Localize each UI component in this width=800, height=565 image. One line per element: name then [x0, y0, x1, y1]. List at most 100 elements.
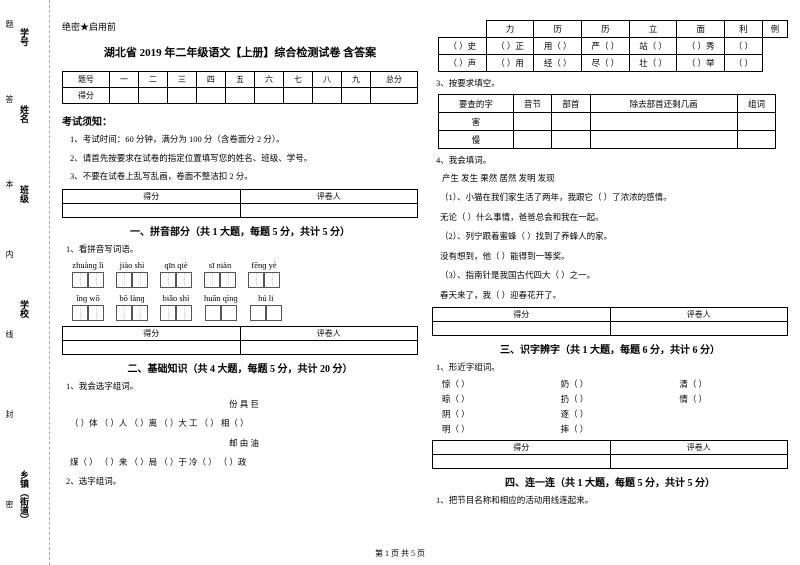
- char-grid[interactable]: [204, 272, 236, 288]
- score-value-row: 得分: [63, 88, 418, 104]
- pinyin-row-2: ǐnɡ wō bō lànɡ biǎo shì huān qìnɡ hú li: [72, 293, 418, 321]
- lookup-table: 要查的字 音节 部首 除去部首还剩几画 组词 害 慢: [438, 94, 776, 149]
- pair-cell[interactable]: 奶（ ）: [561, 378, 670, 390]
- pair-cell[interactable]: 逐（ ）: [561, 408, 670, 420]
- pinyin-block: ǐnɡ wō: [72, 293, 104, 321]
- margin-seal-mi: 密: [4, 500, 15, 508]
- pair-grid: 惊（ ） 奶（ ） 清（ ） 晾（ ） 扔（ ） 情（ ） 阴（ ） 逐（ ） 明（ ） 摔（ ）: [442, 378, 788, 435]
- score-label-defen: 得分: [63, 88, 110, 104]
- q3-1: 1、形近字组词。: [436, 361, 788, 373]
- char-grid[interactable]: [250, 305, 282, 321]
- score-header-row: 题号 一 二 三 四 五 六 七 八 九 总分: [63, 72, 418, 88]
- section-3-title: 三、识字辨字（共 1 大题，每题 6 分，共计 6 分）: [432, 341, 788, 356]
- fw-6: 春天来了，我（ ）迎春花开了。: [440, 288, 788, 302]
- fw-5: （3）、指南针是我国古代四大（ ）之一。: [440, 268, 788, 282]
- pinyin-block: qīn qiè: [160, 260, 192, 288]
- fw-4: 没有想到，他（ ）能得到一等奖。: [440, 249, 788, 263]
- pair-cell[interactable]: 阴（ ）: [442, 408, 551, 420]
- hanzi-row-2: （ ）声 （ ）用 经（ ） 尽（ ） 壮（ ） （ ）举 （ ）: [439, 55, 788, 72]
- char-grid[interactable]: [72, 272, 104, 288]
- section-4-title: 四、连一连（共 1 大题，每题 5 分，共计 5 分）: [432, 474, 788, 489]
- notice-title: 考试须知：: [62, 113, 418, 128]
- char-grid[interactable]: [160, 272, 192, 288]
- pinyin-block: hú li: [250, 293, 282, 321]
- margin-label-xuexiao: 学校: [18, 300, 31, 318]
- notice-3: 3、不要在试卷上乱写乱画，卷面不整洁扣 2 分。: [70, 170, 418, 184]
- pair-cell[interactable]: 摔（ ）: [561, 423, 670, 435]
- notice-2: 2、请首先按要求在试卷的指定位置填写您的姓名、班级、学号。: [70, 152, 418, 166]
- pinyin-block: bō lànɡ: [116, 293, 148, 321]
- margin-seal-ben: 本: [4, 180, 15, 188]
- pinyin-label: bō lànɡ: [119, 293, 144, 303]
- pair-cell[interactable]: 清（ ）: [679, 378, 788, 390]
- q2-1: 1、我会选字组词。: [66, 380, 418, 392]
- pinyin-label: ǐnɡ wō: [76, 293, 99, 303]
- fw-1: （1）、小猫在我们家生活了两年，我跟它（ ）了浓浓的感情。: [440, 190, 788, 204]
- margin-seal-nei: 内: [4, 250, 15, 258]
- choose-line-2: 邮 由 油: [70, 436, 418, 450]
- left-column: 绝密★启用前 湖北省 2019 年二年级语文【上册】综合检测试卷 含答案 题号 …: [62, 20, 418, 555]
- pinyin-block: jiào shì: [116, 260, 148, 288]
- q2-3: 3、按要求填空。: [436, 77, 788, 89]
- fw-3: （2）、列宁跟着蜜蜂（ ）找到了养蜂人的家。: [440, 229, 788, 243]
- exam-page: 学号 题 姓名 答 班级 本 内 学校 线 封 乡镇（街道） 密 绝密★启用前 …: [0, 0, 800, 565]
- margin-seal-da: 答: [4, 95, 15, 103]
- margin-label-xingming: 姓名: [18, 105, 31, 123]
- margin-label-xuehao: 学号: [18, 28, 31, 46]
- pinyin-label: sī niàn: [209, 260, 231, 270]
- char-grid[interactable]: [160, 305, 192, 321]
- pinyin-block: zhuànɡ lì: [72, 260, 104, 288]
- margin-seal-feng: 封: [4, 410, 15, 418]
- margin-label-xiangzhen: 乡镇（街道）: [18, 470, 31, 524]
- section-2-title: 二、基础知识（共 4 大题，每题 5 分，共计 20 分）: [62, 360, 418, 375]
- char-grid[interactable]: [248, 272, 280, 288]
- page-footer: 第 1 页 共 5 页: [0, 548, 800, 559]
- hanzi-row-1: （ ）史 （ ）正 用（ ） 严（ ） 站（ ） （ ）秀 （ ）: [439, 38, 788, 55]
- pinyin-label: biǎo shì: [163, 293, 190, 303]
- pinyin-label: qīn qiè: [164, 260, 187, 270]
- choose-line-1: （ ）体 （ ）人 （ ）离 （ ）大 工 （ ） 相（ ）: [70, 416, 418, 430]
- char-grid[interactable]: [72, 305, 104, 321]
- word-bank: 产生 发生 果然 居然 发明 发现: [442, 171, 788, 185]
- paper-title: 湖北省 2019 年二年级语文【上册】综合检测试卷 含答案: [62, 44, 418, 60]
- pinyin-block: huān qìnɡ: [204, 293, 238, 321]
- pinyin-block: fēnɡ yè: [248, 260, 280, 288]
- pair-cell[interactable]: [679, 423, 788, 435]
- pair-cell[interactable]: 晾（ ）: [442, 393, 551, 405]
- char-grid[interactable]: [205, 305, 237, 321]
- right-column: 力 历 历 立 面 利 例 （ ）史 （ ）正 用（ ） 严（ ） 站（ ） （…: [432, 20, 788, 555]
- notice-1: 1、考试时间：60 分钟，满分为 100 分（含卷面分 2 分）。: [70, 133, 418, 147]
- pair-cell[interactable]: 情（ ）: [679, 393, 788, 405]
- char-grid[interactable]: [116, 272, 148, 288]
- choose-line-3: 煤（ ） （ ）来 （ ）局 （ ）于 冷（ ） （ ）政: [70, 455, 418, 469]
- grader-box-4: 得分评卷人: [432, 440, 788, 469]
- margin-label-banji: 班级: [18, 185, 31, 203]
- pair-cell[interactable]: [679, 408, 788, 420]
- pinyin-row-1: zhuànɡ lì jiào shì qīn qiè sī niàn fēnɡ yè: [72, 260, 418, 288]
- q1-1: 1、看拼音写词语。: [66, 243, 418, 255]
- pinyin-block: sī niàn: [204, 260, 236, 288]
- pinyin-label: fēnɡ yè: [251, 260, 276, 270]
- score-table: 题号 一 二 三 四 五 六 七 八 九 总分 得分: [62, 71, 418, 104]
- q4-1: 1、把节目名称和相应的活动用线连起来。: [436, 494, 788, 506]
- grader-box-1: 得分评卷人: [62, 189, 418, 218]
- secret-mark: 绝密★启用前: [62, 20, 418, 33]
- q2-2: 2、选字组词。: [66, 475, 418, 487]
- choose-head: 份 具 巨: [70, 397, 418, 411]
- pair-cell[interactable]: 明（ ）: [442, 423, 551, 435]
- margin-seal-ti: 题: [4, 20, 15, 28]
- pair-cell[interactable]: 惊（ ）: [442, 378, 551, 390]
- fw-2: 无论（ ）什么事情，爸爸总会和我在一起。: [440, 210, 788, 224]
- grader-box-2: 得分评卷人: [62, 326, 418, 355]
- char-grid[interactable]: [116, 305, 148, 321]
- binding-margin: 学号 题 姓名 答 班级 本 内 学校 线 封 乡镇（街道） 密: [0, 0, 50, 565]
- pinyin-block: biǎo shì: [160, 293, 192, 321]
- grader-box-3: 得分评卷人: [432, 307, 788, 336]
- score-label-tihao: 题号: [63, 72, 110, 88]
- pair-cell[interactable]: 扔（ ）: [561, 393, 670, 405]
- pinyin-label: huān qìnɡ: [204, 293, 238, 303]
- q2-4: 4、我会填词。: [436, 154, 788, 166]
- hanzi-choice-table: 力 历 历 立 面 利 例 （ ）史 （ ）正 用（ ） 严（ ） 站（ ） （…: [438, 20, 788, 72]
- pinyin-label: jiào shì: [120, 260, 145, 270]
- content-area: 绝密★启用前 湖北省 2019 年二年级语文【上册】综合检测试卷 含答案 题号 …: [50, 0, 800, 565]
